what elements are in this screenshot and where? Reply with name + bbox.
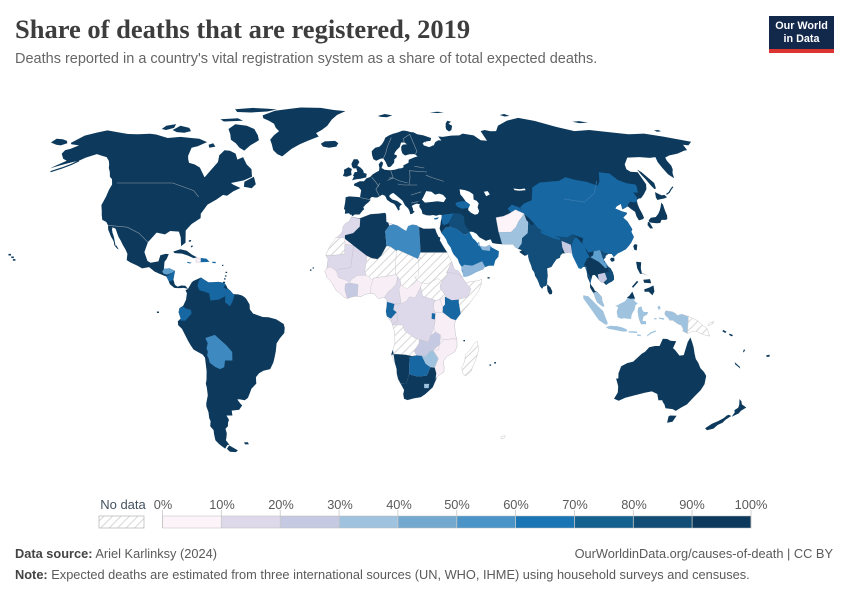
svg-text:No data: No data xyxy=(100,497,146,512)
svg-text:80%: 80% xyxy=(621,497,647,512)
svg-text:0%: 0% xyxy=(154,497,173,512)
svg-text:30%: 30% xyxy=(327,497,353,512)
svg-text:90%: 90% xyxy=(679,497,705,512)
svg-text:60%: 60% xyxy=(503,497,529,512)
svg-text:50%: 50% xyxy=(444,497,470,512)
svg-text:10%: 10% xyxy=(209,497,235,512)
svg-text:20%: 20% xyxy=(268,497,294,512)
svg-text:100%: 100% xyxy=(735,497,768,512)
svg-text:70%: 70% xyxy=(562,497,588,512)
svg-text:40%: 40% xyxy=(386,497,412,512)
